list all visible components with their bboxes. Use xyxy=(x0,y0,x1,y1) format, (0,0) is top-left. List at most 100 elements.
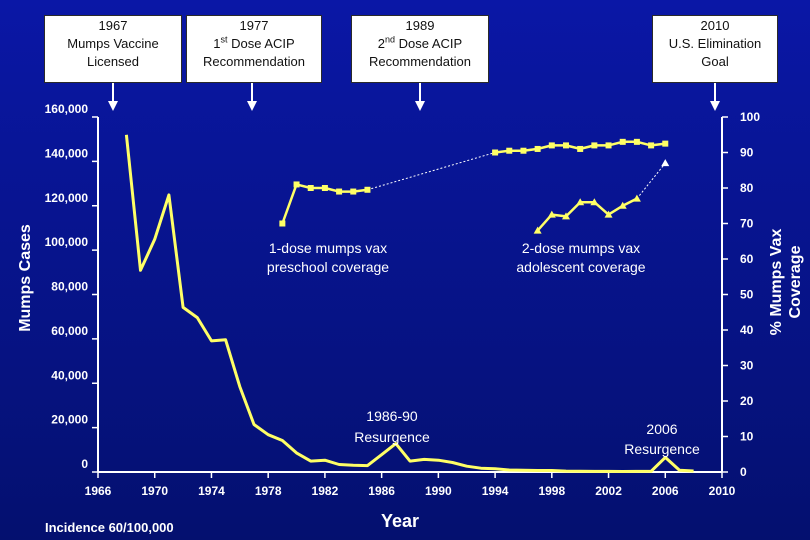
data-point-marker xyxy=(547,210,556,218)
annotation-2006-resurgence-line1: 2006 xyxy=(646,421,677,437)
x-tick-label: 2006 xyxy=(652,484,679,498)
x-tick-label: 1966 xyxy=(85,484,112,498)
callout-superscript: st xyxy=(220,34,228,45)
data-point-marker xyxy=(604,210,613,218)
data-point-marker xyxy=(661,159,670,167)
x-tick-label: 1990 xyxy=(425,484,452,498)
dotted-link-1 xyxy=(636,162,666,199)
data-point-marker xyxy=(350,188,357,195)
callout-1967-vaccine-licensed: 1967 Mumps Vaccine Licensed xyxy=(44,15,182,83)
annotation-2006-resurgence-line2: Resurgence xyxy=(624,441,700,457)
annotation-1986-resurgence-line2: Resurgence xyxy=(354,429,430,445)
x-tick-label: 1978 xyxy=(255,484,282,498)
data-point-marker xyxy=(618,201,627,209)
data-point-marker xyxy=(563,142,569,149)
axis-ticks: 1966 1970 1974 1978 1982 1986 1990 1994 1998 2002… xyxy=(45,102,761,498)
dotted-links xyxy=(367,152,666,199)
callout-superscript: nd xyxy=(385,34,396,45)
data-point-marker xyxy=(662,140,669,147)
y-right-tick-label: 100 xyxy=(740,110,760,124)
y-axis-right-title-line1: % Mumps Vax xyxy=(768,229,785,336)
callout-line: Mumps Vaccine xyxy=(67,36,159,51)
x-axis-title: Year xyxy=(381,511,419,531)
x-tick-label: 1982 xyxy=(312,484,339,498)
data-point-marker xyxy=(632,194,641,202)
data-point-marker xyxy=(336,188,343,195)
callout-year: 1989 xyxy=(405,18,435,33)
y-left-tick-label: 140,000 xyxy=(45,146,89,160)
y-axis-left-title: Mumps Cases xyxy=(17,224,34,332)
series-line-0 xyxy=(124,134,694,473)
data-point-marker xyxy=(520,147,527,154)
y-right-tick-label: 50 xyxy=(740,288,754,302)
callout-1977-first-dose: 1977 1st Dose ACIP Recommendation xyxy=(186,15,322,83)
callout-line: U.S. Elimination xyxy=(668,36,762,51)
callout-2010-elimination-goal: 2010 U.S. Elimination Goal xyxy=(652,15,778,83)
data-point-marker xyxy=(576,198,585,206)
y-left-tick-label: 40,000 xyxy=(51,368,88,382)
data-point-marker xyxy=(619,138,626,145)
data-point-marker xyxy=(548,142,555,149)
y-right-tick-label: 0 xyxy=(740,465,747,479)
x-tick-label: 2002 xyxy=(595,484,622,498)
x-tick-label: 1986 xyxy=(368,484,395,498)
data-point-marker xyxy=(364,186,371,193)
series-markers xyxy=(279,138,670,234)
annotation-preschool-line1: 1-dose mumps vax xyxy=(269,240,387,256)
callout-line: Recommendation xyxy=(369,54,471,69)
data-point-marker xyxy=(590,198,599,206)
callout-year: 1977 xyxy=(239,18,269,33)
data-point-marker xyxy=(534,145,541,152)
x-tick-label: 1970 xyxy=(141,484,168,498)
callout-line: 1st Dose ACIP xyxy=(189,35,319,53)
callout-year: 2010 xyxy=(700,18,730,33)
data-point-marker xyxy=(577,145,584,152)
y-right-tick-label: 70 xyxy=(740,217,754,231)
annotation-adolescent-line1: 2-dose mumps vax xyxy=(522,240,640,256)
data-point-marker xyxy=(533,226,542,234)
callout-year: 1967 xyxy=(98,18,128,33)
callout-line: 2nd Dose ACIP xyxy=(354,35,486,53)
y-right-tick-label: 90 xyxy=(740,146,754,160)
data-point-marker xyxy=(648,142,655,149)
callout-text: Dose ACIP xyxy=(395,36,463,51)
data-point-marker xyxy=(307,185,314,191)
callout-number: 2 xyxy=(377,36,385,51)
y-right-tick-label: 20 xyxy=(740,394,754,408)
annotation-adolescent-line2: adolescent coverage xyxy=(516,259,645,275)
x-tick-label: 1974 xyxy=(198,484,225,498)
data-point-marker xyxy=(591,142,598,149)
y-left-tick-label: 160,000 xyxy=(45,102,89,116)
y-left-tick-label: 0 xyxy=(81,457,88,471)
y-right-tick-label: 10 xyxy=(740,430,754,444)
callout-text: Dose ACIP xyxy=(227,36,295,51)
callout-line: Goal xyxy=(701,54,729,69)
y-left-tick-label: 80,000 xyxy=(51,280,88,294)
data-point-marker xyxy=(293,181,300,188)
y-right-tick-label: 60 xyxy=(740,252,754,266)
y-right-tick-label: 80 xyxy=(740,181,754,195)
y-left-tick-label: 60,000 xyxy=(51,324,88,338)
callout-1989-second-dose: 1989 2nd Dose ACIP Recommendation xyxy=(351,15,489,83)
callout-line: Recommendation xyxy=(203,54,305,69)
incidence-footnote: Incidence 60/100,000 xyxy=(45,520,174,535)
y-left-tick-label: 100,000 xyxy=(45,235,89,249)
y-right-tick-label: 30 xyxy=(740,359,754,373)
x-tick-label: 2010 xyxy=(709,484,736,498)
data-point-marker xyxy=(279,220,286,227)
data-point-marker xyxy=(605,142,612,149)
y-right-tick-label: 40 xyxy=(740,323,754,337)
y-left-tick-label: 120,000 xyxy=(45,191,89,205)
y-axis-right-title-line2: Coverage xyxy=(787,245,804,318)
callout-line: Licensed xyxy=(86,54,140,69)
data-point-marker xyxy=(506,147,513,154)
annotation-1986-resurgence-line1: 1986-90 xyxy=(366,408,418,424)
data-point-marker xyxy=(633,138,640,145)
annotation-preschool-line2: preschool coverage xyxy=(267,259,389,275)
callout-number: 1 xyxy=(213,36,221,51)
data-point-marker xyxy=(321,185,328,191)
y-left-tick-label: 20,000 xyxy=(51,413,88,427)
dotted-link-0 xyxy=(367,152,496,191)
data-point-marker xyxy=(562,212,570,220)
